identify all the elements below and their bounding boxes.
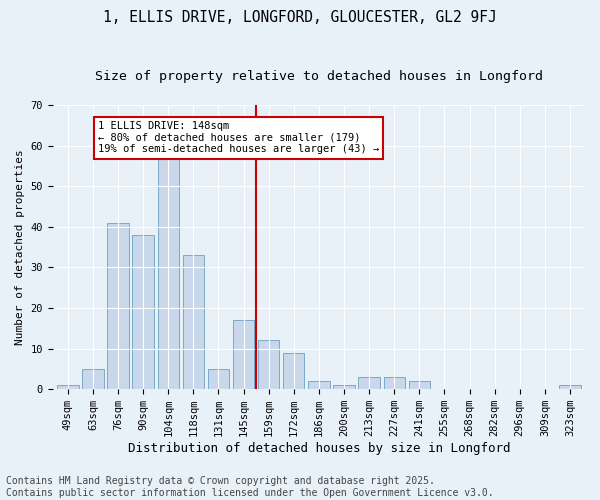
Bar: [283, 352, 304, 389]
Bar: [409, 381, 430, 389]
Bar: [82, 369, 104, 389]
Text: Contains HM Land Registry data © Crown copyright and database right 2025.
Contai: Contains HM Land Registry data © Crown c…: [6, 476, 494, 498]
Title: Size of property relative to detached houses in Longford: Size of property relative to detached ho…: [95, 70, 543, 83]
Y-axis label: Number of detached properties: Number of detached properties: [15, 149, 25, 345]
Bar: [182, 255, 204, 389]
Text: 1 ELLIS DRIVE: 148sqm
← 80% of detached houses are smaller (179)
19% of semi-det: 1 ELLIS DRIVE: 148sqm ← 80% of detached …: [98, 121, 379, 154]
Bar: [208, 369, 229, 389]
Bar: [57, 385, 79, 389]
Bar: [233, 320, 254, 389]
Bar: [559, 385, 581, 389]
Bar: [158, 158, 179, 389]
Bar: [358, 377, 380, 389]
Bar: [334, 385, 355, 389]
Text: 1, ELLIS DRIVE, LONGFORD, GLOUCESTER, GL2 9FJ: 1, ELLIS DRIVE, LONGFORD, GLOUCESTER, GL…: [103, 10, 497, 25]
Bar: [107, 222, 129, 389]
Bar: [383, 377, 405, 389]
Bar: [308, 381, 329, 389]
Bar: [258, 340, 280, 389]
X-axis label: Distribution of detached houses by size in Longford: Distribution of detached houses by size …: [128, 442, 510, 455]
Bar: [133, 235, 154, 389]
